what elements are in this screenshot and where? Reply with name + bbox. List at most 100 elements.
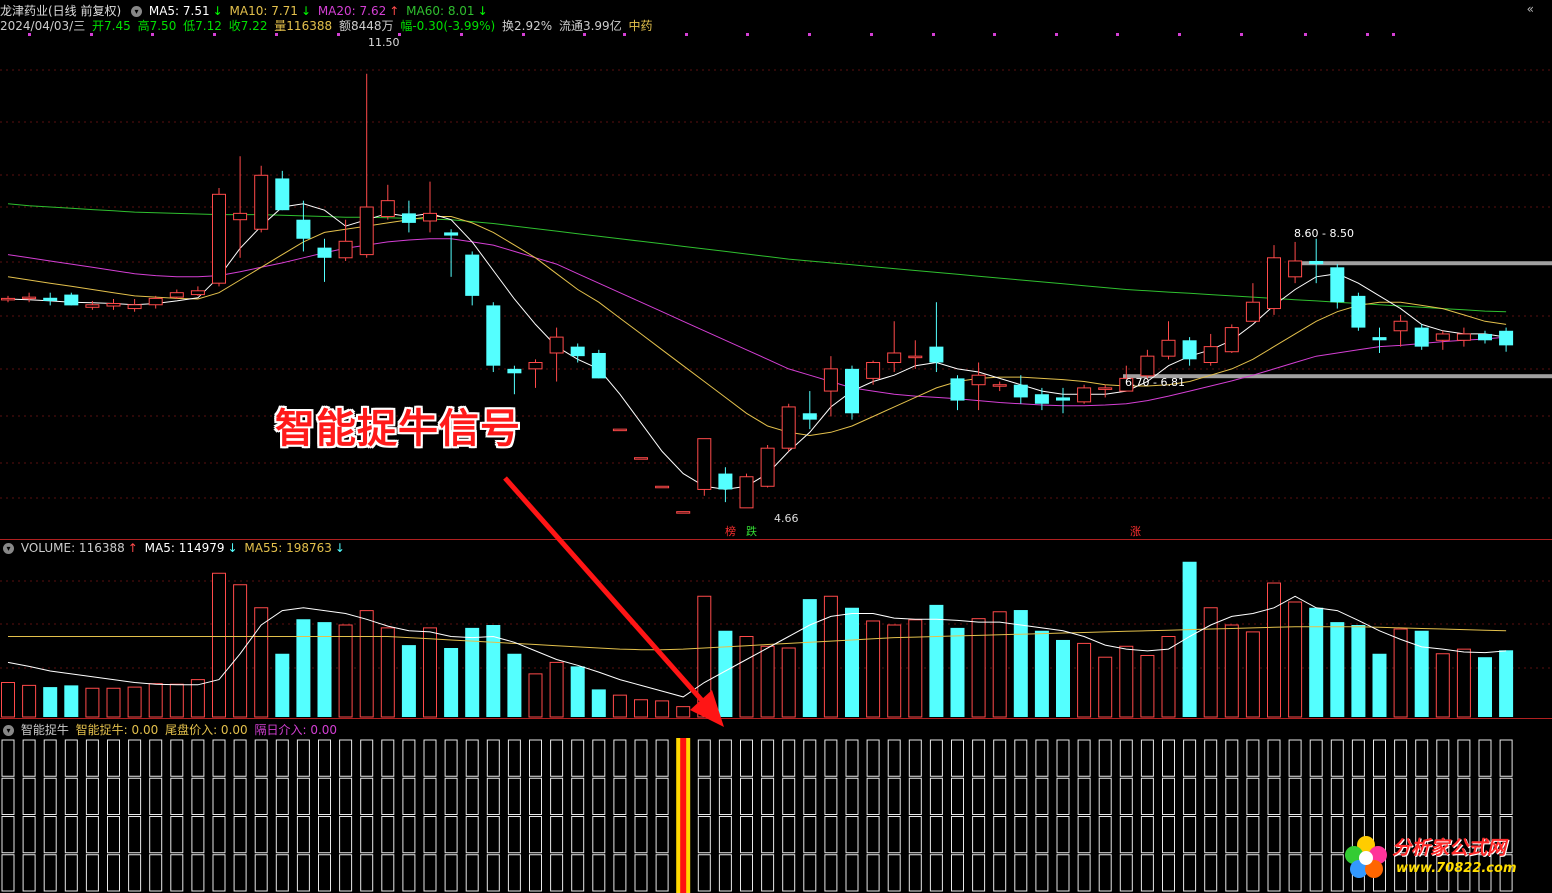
indicator-cell xyxy=(1330,777,1344,815)
indicator-cell xyxy=(64,777,78,815)
indicator-cell xyxy=(613,777,627,815)
indicator-cell xyxy=(1140,854,1154,892)
candle-down xyxy=(929,346,944,363)
candle-down xyxy=(1013,384,1028,398)
candle-up xyxy=(760,447,775,487)
marker-dot xyxy=(1392,33,1395,36)
quote-close: 收7.22 xyxy=(228,19,268,33)
indicator-cell xyxy=(275,854,289,892)
volume-bar-up xyxy=(866,620,881,718)
candle-down xyxy=(1351,295,1366,328)
indicator-cell xyxy=(613,854,627,892)
candle-up xyxy=(1119,377,1134,392)
low-price-label: 4.66 xyxy=(774,512,799,525)
indicator-cell xyxy=(423,739,437,777)
volume-bar-up xyxy=(233,584,248,718)
candle-down xyxy=(401,213,416,223)
lower-band-label: 6.70 - 6.81 xyxy=(1125,376,1185,389)
quote-sector[interactable]: 中药 xyxy=(628,19,653,33)
indicator-cell xyxy=(64,739,78,777)
candle-down xyxy=(1414,327,1429,347)
indicator-cell xyxy=(486,854,500,892)
down-arrow-icon: ↓ xyxy=(300,4,311,18)
indicator-cell xyxy=(296,854,310,892)
indicator-cell xyxy=(381,816,395,854)
candle-up xyxy=(1245,301,1260,322)
indicator-cell xyxy=(128,739,142,777)
indicator-cell xyxy=(1330,739,1344,777)
volume-bar-up xyxy=(1098,656,1113,718)
indicator-cell xyxy=(339,739,353,777)
indicator-cell xyxy=(993,816,1007,854)
indicator-cell xyxy=(1183,739,1197,777)
indicator-cell xyxy=(381,739,395,777)
indicator-cell xyxy=(529,816,542,854)
candle-down xyxy=(1309,260,1324,265)
indicator-cell xyxy=(993,854,1007,892)
indicator-cell xyxy=(1499,739,1513,777)
indicator-cell xyxy=(718,739,732,777)
candle-up xyxy=(148,297,163,306)
volume-bar-up xyxy=(1161,636,1176,718)
indicator-cell xyxy=(634,777,648,815)
indicator-cell xyxy=(550,739,564,777)
expand-icon[interactable]: « xyxy=(1526,2,1534,16)
indicator-cell xyxy=(233,739,247,777)
indicator-cell xyxy=(107,777,120,815)
candle-up xyxy=(254,174,269,230)
indicator-cell xyxy=(1140,816,1154,854)
indicator-cell xyxy=(1330,854,1344,892)
indicator-cell xyxy=(1478,739,1492,777)
volume-bar-up xyxy=(1203,607,1218,718)
candle-down xyxy=(486,305,501,366)
down-arrow-icon: ↓ xyxy=(227,541,238,555)
ma10-line xyxy=(7,216,1507,437)
volume-bar-up xyxy=(1435,653,1450,718)
volume-bar-up xyxy=(992,611,1007,718)
candle-up xyxy=(549,336,564,354)
indicator-cell xyxy=(486,739,500,777)
indicator-cell xyxy=(550,777,564,815)
candle-down xyxy=(444,232,459,236)
indicator-cell xyxy=(613,816,627,854)
indicator-cell xyxy=(1309,816,1323,854)
indicator-cell xyxy=(718,777,732,815)
indicator-cell xyxy=(1183,816,1197,854)
volume-bar-down xyxy=(1013,610,1028,717)
indicator-cell xyxy=(887,739,901,777)
candle-up xyxy=(338,240,353,259)
volume-ma55-line xyxy=(8,626,1507,651)
indicator-cell xyxy=(444,816,458,854)
indicator-cell xyxy=(1035,777,1049,815)
marker-dot xyxy=(808,33,811,36)
collapse-chevron-icon[interactable]: ▾ xyxy=(3,725,14,736)
indicator-cell xyxy=(233,816,247,854)
volume-bar-down xyxy=(1034,630,1049,717)
quote-date: 2024/04/03/三 xyxy=(0,19,86,33)
volume-bar-down xyxy=(1351,625,1366,717)
collapse-chevron-icon[interactable]: ▾ xyxy=(131,6,143,17)
volume-bar-up xyxy=(634,699,648,718)
volume-bar-up xyxy=(612,694,627,718)
candle-up xyxy=(359,206,374,256)
collapse-chevron-icon[interactable]: ▾ xyxy=(3,543,14,554)
candle-down xyxy=(950,378,965,401)
marker-dot xyxy=(90,33,93,36)
candle-down xyxy=(718,473,733,490)
candle-up xyxy=(233,212,248,221)
indicator-cell xyxy=(233,777,247,815)
indicator-cell xyxy=(22,777,36,815)
volume-bar-up xyxy=(212,572,226,718)
indicator-cell xyxy=(254,816,268,854)
indicator-cell xyxy=(1288,739,1302,777)
indicator-cell xyxy=(866,777,880,815)
volume-bar-up xyxy=(254,607,269,718)
volume-bar-down xyxy=(929,604,944,717)
marker-dot xyxy=(275,33,278,36)
marker-dot xyxy=(870,33,873,36)
high-price-label: 11.50 xyxy=(368,36,400,49)
indicator-cell xyxy=(64,816,78,854)
volume-bar-up xyxy=(655,700,670,718)
volume-bar-down xyxy=(275,653,290,717)
